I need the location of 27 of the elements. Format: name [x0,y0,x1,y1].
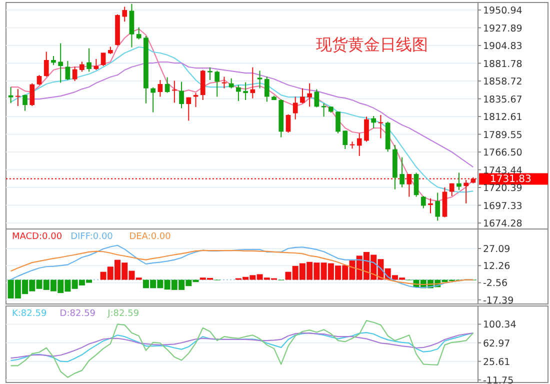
y-tick-label: 1674.28 [483,218,522,230]
text: MACD:0.00 [12,232,62,242]
y-tick-label: -2.56 [483,278,508,290]
y-tick-label: 1789.55 [483,130,522,141]
series-label: J:82.59 [106,309,140,319]
series-label: DEA:0.00 [129,232,172,242]
y-tick-label: 1927.89 [483,23,522,34]
text: K:82.59 [12,309,47,319]
y-tick-label: 1697.33 [483,200,522,212]
y-tick-label: 1812.61 [483,112,522,124]
y-tick-label: 1881.78 [483,58,522,70]
y-tick-label: -17.39 [483,295,514,306]
y-tick-label: 1720.39 [483,183,522,194]
y-tick-label: 1904.83 [483,41,522,52]
y-tick-label: 62.97 [483,338,510,350]
y-tick-label: 100.34 [483,320,516,331]
text: D:82.59 [60,309,96,319]
y-tick-label: 12.26 [483,261,510,272]
series-label: DIFF:0.00 [70,232,114,242]
y-tick-label: 1950.94 [483,6,522,17]
text: 现货黄金日线图 [316,35,428,54]
y-tick-label: 25.61 [483,356,510,368]
y-tick-label: 1766.50 [483,148,522,159]
y-tick-label: 1835.67 [483,94,522,106]
y-tick-label: 1858.72 [483,76,522,88]
ref-line-label: 1731.83 [490,174,532,186]
y-tick-label: 27.09 [483,244,510,256]
